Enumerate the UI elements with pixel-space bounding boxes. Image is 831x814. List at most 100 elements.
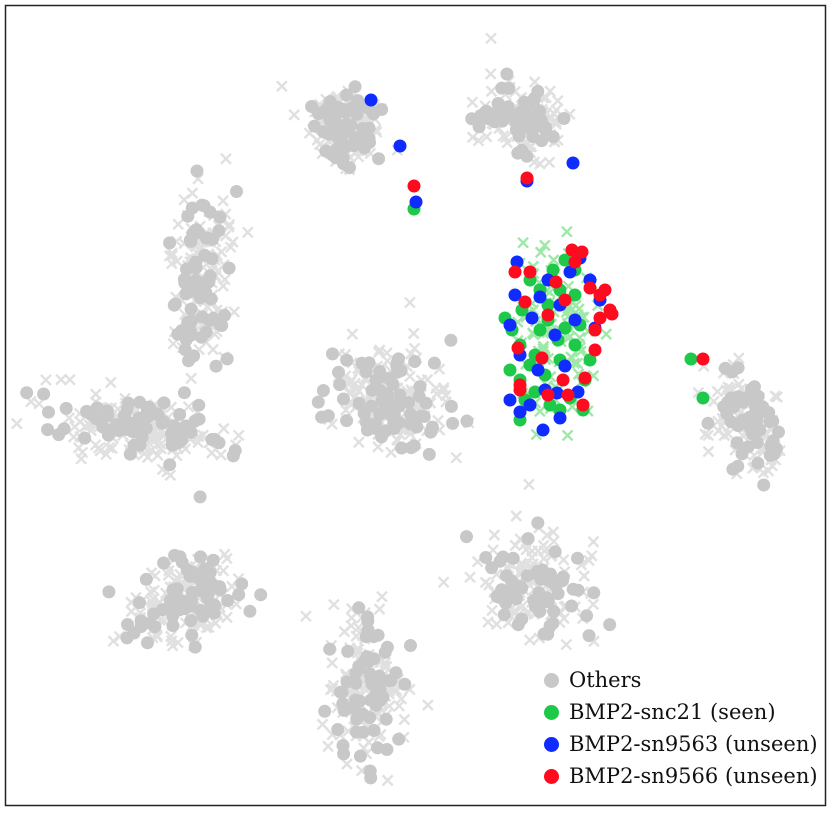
- others-cross-marker: [587, 535, 600, 548]
- others-point: [757, 478, 771, 492]
- others-point: [316, 384, 330, 397]
- legend-marker-others: [544, 672, 559, 688]
- others-cross-marker: [380, 660, 393, 673]
- others-point: [340, 675, 354, 689]
- others-point: [352, 659, 366, 673]
- others-cross-marker: [718, 429, 731, 442]
- sn9566-point: [508, 265, 522, 279]
- others-point: [163, 236, 177, 250]
- others-cross-marker: [523, 634, 536, 646]
- others-point: [404, 441, 418, 455]
- sn9566-point: [593, 311, 607, 325]
- others-point: [485, 561, 499, 575]
- others-cross-marker: [385, 446, 397, 459]
- legend: Others BMP2-snc21 (seen) BMP2-sn9563 (un…: [544, 664, 818, 792]
- others-cross-marker: [207, 343, 219, 356]
- others-point: [520, 569, 534, 583]
- others-point: [499, 569, 513, 583]
- others-point: [325, 148, 339, 162]
- others-point: [444, 399, 458, 413]
- others-cross-marker: [587, 598, 600, 611]
- others-cross-marker: [407, 327, 420, 340]
- others-cross-marker: [450, 451, 463, 464]
- others-cross-marker: [221, 611, 233, 624]
- seen-point: [568, 288, 582, 302]
- sn9566-point: [598, 283, 612, 297]
- others-point: [173, 408, 187, 421]
- others-point: [376, 690, 390, 704]
- others-point: [175, 433, 189, 447]
- others-point: [184, 284, 198, 298]
- others-point: [184, 614, 198, 628]
- others-cross-marker: [40, 374, 52, 386]
- others-point: [243, 604, 257, 618]
- others-cross-marker: [557, 553, 570, 566]
- seen-point: [583, 353, 597, 367]
- others-point: [184, 302, 198, 316]
- sn9566-point: [549, 275, 563, 289]
- others-point: [535, 134, 549, 148]
- others-point: [731, 361, 745, 375]
- others-point: [185, 201, 199, 215]
- others-point: [444, 333, 458, 347]
- others-point: [526, 98, 540, 112]
- others-cross-marker: [217, 195, 229, 207]
- others-point: [368, 673, 382, 687]
- others-point: [404, 639, 417, 652]
- others-cross-marker: [480, 130, 493, 143]
- others-point: [548, 545, 562, 559]
- others-point: [336, 739, 350, 752]
- others-point: [408, 415, 421, 429]
- others-cross-marker: [538, 239, 551, 252]
- sn9563-point: [558, 359, 572, 373]
- others-point: [148, 620, 162, 634]
- others-point: [367, 724, 381, 737]
- others-point: [565, 599, 578, 613]
- others-point: [374, 370, 388, 384]
- others-point: [331, 723, 345, 736]
- others-cross-marker: [341, 758, 353, 770]
- others-cross-marker: [395, 693, 408, 705]
- sn9566-point: [541, 388, 555, 402]
- sn9566-point: [558, 293, 572, 307]
- others-point: [213, 583, 227, 597]
- others-point: [371, 741, 384, 755]
- others-cross-marker: [222, 221, 235, 233]
- others-point: [221, 594, 235, 607]
- others-point: [367, 652, 381, 666]
- others-point: [326, 347, 339, 361]
- others-point: [188, 640, 202, 654]
- others-cross-marker: [404, 296, 416, 309]
- others-point: [254, 588, 268, 602]
- others-cross-marker: [510, 510, 523, 522]
- others-point: [521, 120, 535, 134]
- others-point: [157, 396, 171, 410]
- others-cross-marker: [209, 617, 222, 630]
- others-cross-marker: [200, 621, 213, 634]
- legend-item-seen: BMP2-snc21 (seen): [544, 696, 818, 728]
- others-point: [232, 588, 246, 602]
- others-point: [511, 618, 525, 632]
- others-cross-marker: [543, 286, 556, 299]
- others-point: [151, 407, 164, 421]
- seen-point: [558, 321, 572, 335]
- others-point: [197, 583, 211, 597]
- others-cross-marker: [372, 441, 384, 453]
- others-point: [230, 185, 243, 198]
- sn9563-point: [523, 398, 537, 412]
- others-point: [336, 697, 350, 711]
- others-point: [121, 396, 135, 410]
- others-point: [539, 595, 553, 609]
- others-point: [182, 424, 196, 438]
- others-cross-marker: [537, 552, 550, 565]
- others-point: [368, 421, 382, 435]
- others-point: [364, 771, 378, 785]
- others-point: [424, 425, 438, 439]
- others-cross-marker: [600, 328, 613, 341]
- sn9566-point: [535, 351, 549, 365]
- others-point: [582, 629, 596, 643]
- others-cross-marker: [151, 433, 164, 445]
- others-point: [193, 490, 207, 504]
- others-point: [520, 149, 534, 163]
- others-point: [750, 436, 764, 449]
